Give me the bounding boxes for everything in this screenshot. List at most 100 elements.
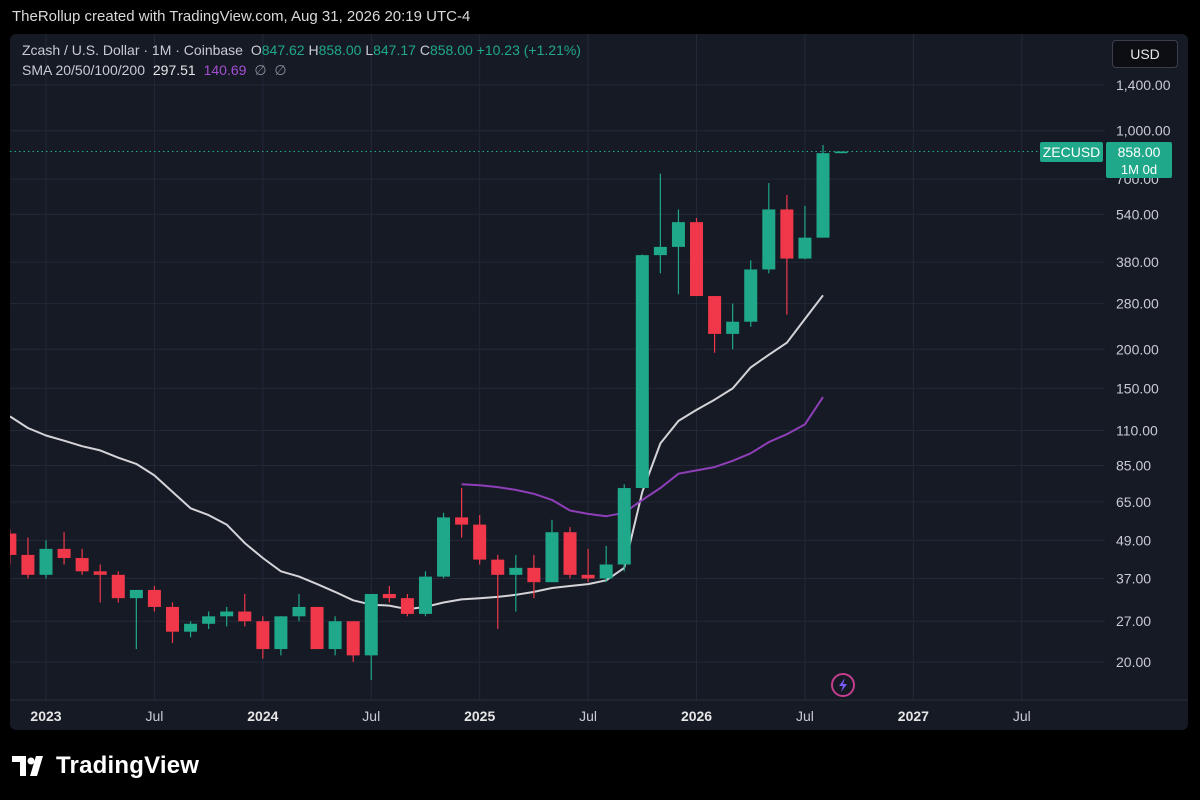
price-tick-label: 380.00	[1116, 254, 1159, 270]
chart-panel[interactable]: 20.00 27.00 37.00 49.00 65.00 85.00 110.00 150.…	[10, 34, 1188, 730]
price-tick-label: 20.00	[1116, 654, 1151, 670]
candle-body	[382, 593, 396, 599]
price-tick-label: 65.00	[1116, 494, 1151, 510]
candle-body	[364, 593, 378, 656]
candle-body	[21, 554, 35, 575]
price-tick-label: 280.00	[1116, 296, 1159, 312]
candle	[39, 540, 53, 579]
candle	[581, 548, 595, 583]
tradingview-footer: TradingView	[12, 748, 199, 784]
candle-body	[491, 559, 505, 575]
time-axis[interactable]: 2023 Jul 2024 Jul 2025 Jul 2026 Jul 2027 Jul	[30, 708, 1030, 724]
candle-body	[834, 151, 848, 154]
open-label: O	[250, 42, 262, 58]
tradingview-brand: TradingView	[56, 752, 200, 779]
candle	[509, 554, 523, 612]
price-tick-label: 49.00	[1116, 532, 1151, 548]
price-tag: ZECUSD 858.00 1M 0d	[1040, 142, 1172, 178]
low-label: L	[365, 42, 374, 58]
candle	[364, 593, 378, 681]
high-value: 858.00	[318, 42, 362, 58]
sma-label[interactable]: SMA 20/50/100/200	[22, 62, 145, 78]
time-tick-label: Jul	[1013, 708, 1031, 724]
candle	[671, 209, 685, 295]
candle-body	[509, 567, 523, 575]
candle-body	[184, 623, 198, 632]
symbol-label[interactable]: Zcash / U.S. Dollar · 1M · Coinbase	[22, 42, 243, 58]
candle-body	[292, 606, 306, 617]
candle-body	[671, 222, 685, 247]
currency-button[interactable]: USD	[1112, 40, 1178, 68]
low-value: 847.17	[373, 42, 416, 58]
candle-body	[455, 517, 469, 525]
candle	[93, 564, 107, 603]
candle-body	[129, 589, 143, 599]
candle	[473, 515, 487, 565]
candlestick-chart[interactable]: 20.00 27.00 37.00 49.00 65.00 85.00 110.00 150.…	[10, 34, 1188, 730]
price-tick-label: 37.00	[1116, 570, 1151, 586]
candle	[653, 173, 667, 274]
candle	[708, 296, 722, 353]
candle-body	[473, 524, 487, 560]
candle-body	[563, 532, 577, 575]
candle	[310, 606, 324, 650]
candle	[834, 151, 848, 154]
price-tick-label: 540.00	[1116, 206, 1159, 222]
candle-body	[256, 621, 270, 650]
candle	[346, 621, 360, 662]
candle-body	[527, 567, 541, 583]
price-tag-value: 858.00	[1118, 144, 1161, 160]
candle	[75, 548, 89, 575]
candle-body	[617, 488, 631, 565]
candle-body	[202, 616, 216, 624]
candle	[238, 593, 252, 627]
candle-body	[328, 621, 342, 650]
candle-body	[708, 296, 722, 334]
price-tag-bg	[1106, 142, 1172, 178]
candle	[418, 571, 432, 617]
candle	[599, 545, 613, 583]
sma100-value: ∅	[254, 62, 267, 78]
time-tick-label: 2023	[30, 708, 61, 724]
time-tick-label: 2027	[898, 708, 929, 724]
candle-body	[744, 269, 758, 322]
candle	[744, 260, 758, 327]
candle-body	[238, 611, 252, 622]
candle-body	[274, 616, 288, 650]
price-tag-timeframe: 1M 0d	[1121, 162, 1157, 177]
chart-attribution: TheRollup created with TradingView.com, …	[12, 8, 471, 25]
candle	[617, 484, 631, 572]
candle	[382, 585, 396, 603]
replay-icon[interactable]	[831, 673, 855, 697]
ticker-tag-label: ZECUSD	[1043, 144, 1101, 160]
candle	[455, 488, 469, 538]
candle	[491, 554, 505, 630]
candle-body	[220, 611, 234, 617]
candle-body	[635, 255, 649, 489]
candle-body	[437, 517, 451, 577]
candle	[256, 616, 270, 659]
time-tick-label: 2024	[247, 708, 278, 724]
candle-body	[762, 209, 776, 270]
candle	[274, 616, 288, 656]
candle-body	[798, 237, 812, 259]
candle	[816, 145, 830, 238]
candle-body	[165, 606, 179, 632]
price-axis[interactable]: 20.00 27.00 37.00 49.00 65.00 85.00 110.00 150.…	[1116, 77, 1171, 670]
candle-body	[400, 598, 414, 614]
price-tick-label: 1,400.00	[1116, 77, 1171, 93]
price-tick-label: 200.00	[1116, 341, 1159, 357]
candle	[202, 611, 216, 630]
candle-body	[816, 153, 830, 238]
sma-line-sma50	[461, 396, 824, 518]
sma50-value: 140.69	[203, 62, 247, 78]
candle	[57, 532, 71, 565]
candle	[21, 537, 35, 579]
candle	[726, 303, 740, 350]
time-tick-label: Jul	[145, 708, 163, 724]
candle	[563, 527, 577, 579]
sma20-value: 297.51	[152, 62, 196, 78]
candle	[690, 217, 704, 297]
tradingview-logo-icon	[12, 756, 43, 776]
candle	[129, 589, 143, 650]
